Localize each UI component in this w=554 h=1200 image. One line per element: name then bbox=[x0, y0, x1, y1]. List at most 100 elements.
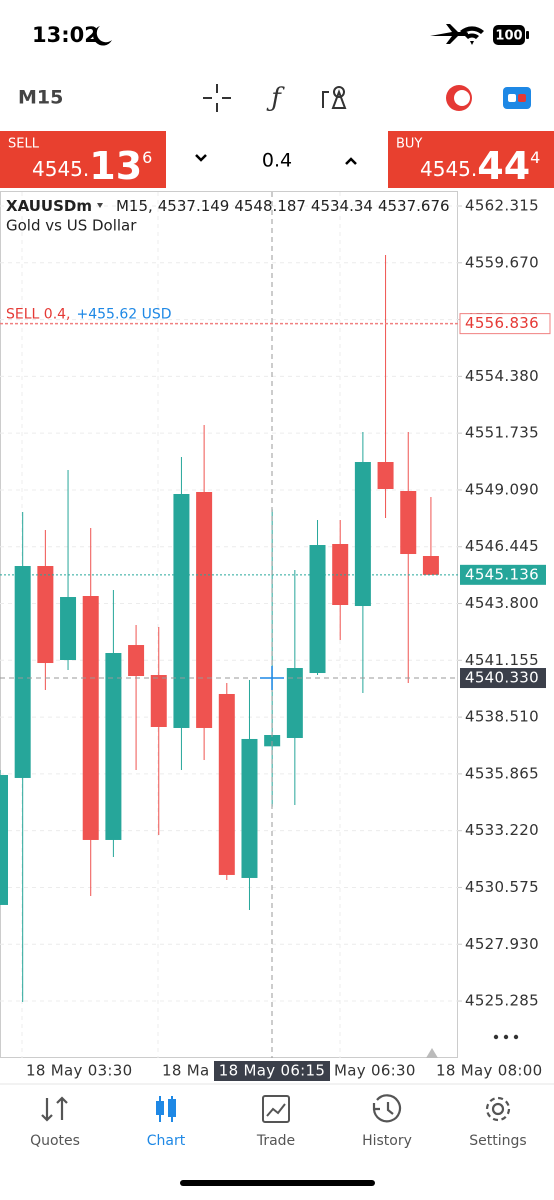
sell-label: SELL bbox=[8, 137, 40, 152]
candle-body bbox=[241, 738, 258, 878]
objects-tool[interactable] bbox=[322, 86, 347, 109]
y-tick-label: 4543.800 bbox=[465, 594, 539, 612]
candle-body bbox=[128, 645, 145, 677]
x-tick-label: 18 May 03:30 bbox=[26, 1062, 132, 1080]
candle-body bbox=[37, 566, 54, 664]
sell-price-big: 13 bbox=[89, 144, 142, 188]
candle-body bbox=[150, 675, 167, 727]
y-tick-label: 4554.380 bbox=[465, 367, 539, 385]
y-tick-label: 4533.220 bbox=[465, 821, 539, 839]
chart-icon bbox=[156, 1096, 176, 1122]
settings-icon bbox=[485, 1096, 511, 1122]
chart[interactable]: 4562.3154559.6704557.0254554.3804551.735… bbox=[0, 191, 551, 1059]
crosshair-time-box bbox=[214, 1061, 330, 1081]
plot-frame bbox=[0, 191, 458, 1058]
candle-body bbox=[196, 492, 213, 728]
trade-panel-icon[interactable] bbox=[503, 87, 531, 109]
timeframe: M15, bbox=[116, 197, 153, 215]
status-time: 13:02 bbox=[32, 23, 99, 47]
indicators-tool[interactable]: ƒ bbox=[266, 83, 285, 113]
wifi-icon bbox=[460, 26, 484, 45]
position-profit: +455.62 USD bbox=[77, 307, 172, 323]
buy-price-head: 4545. bbox=[420, 157, 477, 181]
tab-label[interactable]: Quotes bbox=[30, 1133, 80, 1149]
y-tick-label: 4549.090 bbox=[465, 480, 539, 498]
battery-level: 100 bbox=[495, 29, 522, 44]
home-indicator bbox=[180, 1180, 375, 1186]
candle-body bbox=[422, 556, 439, 575]
x-tick-label: 18 May 08:00 bbox=[436, 1062, 542, 1080]
crosshair-tool[interactable] bbox=[203, 84, 231, 112]
battery-icon bbox=[493, 25, 525, 45]
y-tick-label: 4559.670 bbox=[465, 253, 539, 271]
candle-body bbox=[264, 735, 281, 747]
lot-decrease[interactable] bbox=[195, 154, 207, 162]
lot-size[interactable]: 0.4 bbox=[262, 150, 292, 172]
symbol-dropdown[interactable] bbox=[97, 203, 103, 208]
crosshair-cursor bbox=[260, 666, 284, 691]
battery-tip bbox=[526, 31, 529, 39]
position-price-box bbox=[459, 313, 551, 335]
quotes-icon bbox=[41, 1096, 68, 1122]
symbol-description: Gold vs US Dollar bbox=[6, 217, 137, 235]
candle-body bbox=[0, 774, 8, 905]
candle-body bbox=[173, 493, 190, 728]
sell-button[interactable] bbox=[0, 131, 166, 188]
trade-icon bbox=[262, 1095, 290, 1123]
candle-body bbox=[377, 462, 394, 489]
y-tick-label: 4551.735 bbox=[465, 424, 539, 442]
airplane-icon bbox=[430, 24, 468, 44]
candle-body bbox=[14, 566, 31, 778]
crosshair-price-box bbox=[460, 668, 546, 689]
ohlc-close: 4537.676 bbox=[378, 197, 450, 215]
symbol: XAUUSDm bbox=[6, 197, 92, 215]
ohlc-high: 4548.187 bbox=[234, 197, 306, 215]
position-price: 4556.836 bbox=[465, 314, 539, 332]
tab-label[interactable]: Chart bbox=[147, 1133, 186, 1149]
y-tick-label: 4562.315 bbox=[465, 196, 539, 214]
buy-label: BUY bbox=[396, 137, 422, 152]
tab-label[interactable]: Settings bbox=[469, 1133, 526, 1149]
ohlc-open: 4537.149 bbox=[158, 197, 230, 215]
sell-price: 4545.136 bbox=[32, 144, 152, 188]
ohlc-low: 4534.34 bbox=[311, 197, 373, 215]
y-tick-label: 4546.445 bbox=[465, 537, 539, 555]
buy-price-big: 44 bbox=[477, 144, 530, 188]
scroll-marker bbox=[426, 1048, 438, 1058]
y-tick-label: 4535.865 bbox=[465, 764, 539, 782]
candle-body bbox=[286, 668, 303, 738]
buy-price-tail: 4 bbox=[530, 148, 540, 167]
y-tick-label: 4541.155 bbox=[465, 651, 539, 669]
one-click-icon[interactable] bbox=[446, 85, 472, 111]
buy-button[interactable] bbox=[388, 131, 554, 188]
candle-body bbox=[105, 653, 122, 840]
candle-body bbox=[354, 462, 371, 607]
bid-price: 4545.136 bbox=[465, 565, 539, 583]
more-menu[interactable] bbox=[493, 1034, 519, 1040]
sell-price-tail: 6 bbox=[142, 148, 152, 167]
y-tick-label: 4530.575 bbox=[465, 878, 539, 896]
x-tick-label: May 06:30 bbox=[334, 1062, 416, 1080]
tab-label[interactable]: History bbox=[362, 1133, 412, 1149]
bid-price-box bbox=[460, 564, 546, 585]
position-label: SELL 0.4, +455.62 USD bbox=[6, 307, 172, 323]
y-tick-label: 4525.285 bbox=[465, 992, 539, 1010]
chart-header: XAUUSDm M15, 4537.149 4548.187 4534.34 4537.6… bbox=[6, 197, 450, 215]
crosshair-time: 18 May 06:15 bbox=[219, 1062, 325, 1080]
moon-icon bbox=[93, 26, 112, 46]
candle-body bbox=[60, 597, 77, 661]
x-tick-label: 18 Ma bbox=[162, 1062, 210, 1080]
timeframe-button[interactable]: M15 bbox=[18, 87, 63, 109]
tab-label[interactable]: Trade bbox=[256, 1133, 295, 1149]
lot-increase[interactable] bbox=[345, 157, 357, 165]
candle-body bbox=[400, 490, 417, 555]
candle-body bbox=[218, 693, 235, 875]
y-tick-label: 4538.510 bbox=[465, 708, 539, 726]
sell-price-head: 4545. bbox=[32, 157, 89, 181]
candle-body bbox=[309, 545, 326, 674]
buy-price: 4545.444 bbox=[420, 144, 540, 188]
y-tick-label: 4527.930 bbox=[465, 935, 539, 953]
position-side: SELL 0.4, bbox=[6, 307, 71, 323]
candle-body bbox=[82, 596, 99, 840]
